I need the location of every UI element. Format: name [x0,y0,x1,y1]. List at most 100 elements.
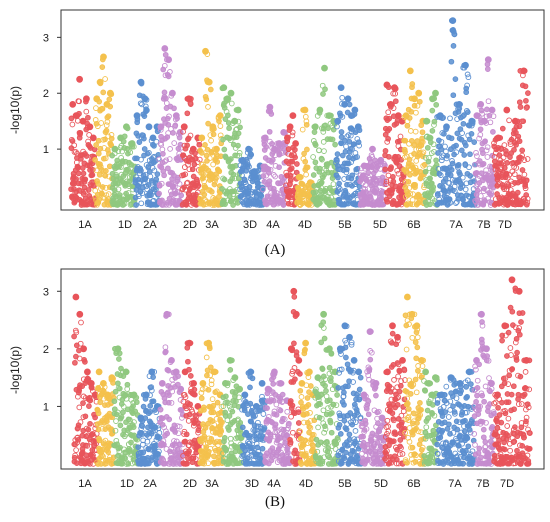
snp-point [464,435,471,442]
snp-point [388,164,394,170]
snp-peak-point [137,414,145,422]
snp-point [191,391,198,398]
snp-point [164,430,171,437]
snp-point [417,400,423,406]
snp-point [329,136,336,143]
snp-point [473,169,480,176]
snp-peak-point [383,81,391,89]
snp-peak-point [245,145,253,153]
snp-peak-point [292,140,300,147]
snp-peak-point [83,95,90,103]
snp-point [326,454,333,461]
snp-peak-point [69,101,77,108]
chromosome-label: 5D [374,478,388,490]
snp-peak-point [172,112,180,119]
snp-point [156,156,163,163]
snp-point [208,137,214,144]
snp-peak-point [360,391,368,399]
snp-point [289,129,296,136]
snp-point [100,89,107,96]
snp-point [382,148,389,154]
snp-point [221,176,228,183]
snp-point [92,156,98,163]
snp-point [392,98,399,105]
snp-point [467,151,473,158]
snp-point [476,445,483,452]
snp-point [323,388,329,394]
snp-point [516,99,523,106]
chromosome-label: 7D [500,478,514,490]
snp-point [239,424,246,431]
snp-peak-point [341,322,349,330]
snp-point [422,387,429,394]
snp-point [463,384,470,390]
snp-point [346,436,353,443]
snp-point [356,386,363,393]
snp-point [433,157,439,164]
snp-point [465,443,472,450]
snp-peak-point [275,140,283,147]
snp-point [85,426,92,433]
snp-point [99,64,106,70]
snp-point [295,420,302,426]
snp-peak-point [241,391,249,399]
snp-peak-point [402,112,410,119]
snp-point [150,374,156,380]
chromosome-label: 5B [338,219,351,231]
snp-point [93,105,99,111]
snp-point [261,425,268,431]
snp-point [217,132,224,139]
snp-peak-point [355,368,363,376]
snp-peak-point [305,368,313,376]
snp-peak-point [366,328,374,336]
snp-peak-point [423,117,430,125]
snp-point [482,138,488,145]
snp-point [316,165,323,172]
snp-peak-point [213,145,220,153]
snp-point [156,190,162,197]
snp-point [519,443,526,449]
snp-peak-point [223,95,231,103]
snp-point [441,130,447,137]
snp-point [237,124,243,131]
snp-point [96,196,103,203]
snp-peak-point [133,112,141,119]
snp-peak-point [429,95,436,103]
chromosome-2B-points [156,45,185,208]
snp-point [85,114,91,121]
snp-point [86,403,92,409]
snp-peak-point [236,385,244,393]
snp-point [286,420,292,427]
manhattan-plot-b: 123 1A 1D 2A 2D 3A 3D 4A 4D 5B 5D 6B 7A 7B 7D -log10(… [8,268,545,510]
snp-peak-point [377,156,385,164]
chromosome-label: 1D [120,478,134,490]
snp-point [302,158,309,165]
snp-point [341,401,347,408]
snp-point [464,393,470,400]
snp-peak-point [220,84,228,91]
snp-point [479,392,486,399]
snp-peak-point [286,123,294,131]
snp-peak-point [114,345,122,353]
snp-peak-point [106,89,114,97]
snp-point [226,413,233,419]
snp-peak-point [142,391,150,399]
snp-point [471,139,478,145]
snp-point [113,173,120,180]
snp-point [207,364,214,371]
snp-point [386,153,392,160]
snp-point [116,385,123,392]
snp-point [203,152,210,159]
snp-point [105,449,112,455]
snp-point [468,131,475,137]
snp-point [454,130,461,137]
snp-point [151,167,158,174]
snp-point [329,410,335,416]
snp-point [165,367,172,374]
snp-peak-point [473,112,481,119]
snp-point [279,391,286,398]
snp-peak-point [408,310,416,318]
snp-point [392,431,399,437]
snp-peak-point [468,117,476,125]
snp-peak-point [76,75,83,83]
